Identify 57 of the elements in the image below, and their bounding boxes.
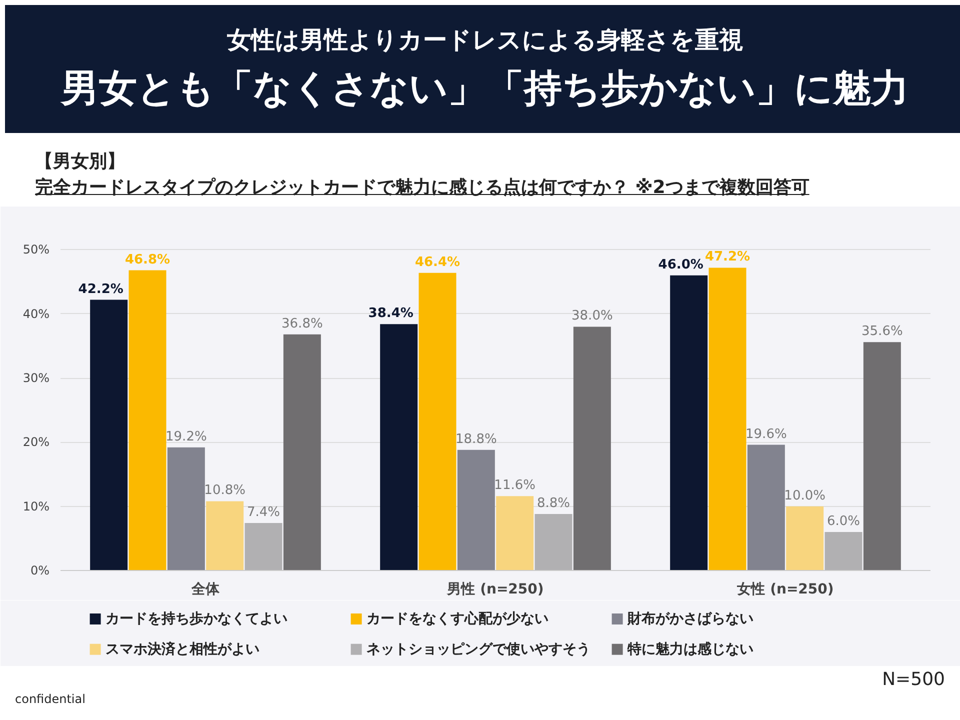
data-label: 35.6% xyxy=(862,324,903,340)
bar xyxy=(128,270,166,570)
bar xyxy=(824,532,862,570)
chart-title: 男女とも「なくさない」「持ち歩かない」に魅力 xyxy=(59,65,910,112)
bar xyxy=(496,496,534,570)
text: 完全カードレスタイプのクレジットカードで魅力に感じる点は何ですか？ ※2つまで複数回答可 xyxy=(35,176,810,200)
bar xyxy=(380,324,418,570)
data-label: 18.8% xyxy=(456,432,497,447)
y-tick-label: 10% xyxy=(22,499,50,514)
data-label: 8.8% xyxy=(536,496,570,512)
data-label: 6.0% xyxy=(826,514,860,530)
legend-label: カードをなくす心配が少ない xyxy=(366,610,548,627)
data-label: 47.2% xyxy=(704,250,750,265)
legend-label: 特に魅力は感じない xyxy=(626,641,754,658)
data-label: 46.8% xyxy=(124,252,170,268)
bar xyxy=(418,272,456,570)
bar xyxy=(457,450,495,570)
data-label: 10.8% xyxy=(204,483,246,498)
data-label: 38.4% xyxy=(368,306,414,322)
bar xyxy=(573,326,611,570)
y-tick-label: 30% xyxy=(22,371,50,386)
y-tick-label: 40% xyxy=(22,306,50,321)
bar xyxy=(708,268,746,570)
data-label: 46.4% xyxy=(414,254,460,270)
bar xyxy=(863,342,901,570)
text: N=500 xyxy=(882,668,945,692)
data-label: 42.2% xyxy=(78,282,124,297)
bar xyxy=(206,501,244,570)
bar xyxy=(534,514,572,570)
data-label: 10.0% xyxy=(784,488,826,504)
bar xyxy=(283,334,321,570)
y-tick-label: 50% xyxy=(22,242,50,257)
data-label: 11.6% xyxy=(494,478,536,494)
y-tick-label: 20% xyxy=(22,435,50,450)
bar xyxy=(747,444,785,570)
bar xyxy=(90,300,128,570)
x-tick-label: 女性 (n=250) xyxy=(736,582,834,598)
data-label: 36.8% xyxy=(282,316,323,332)
data-label: 46.0% xyxy=(658,257,704,272)
chart-subtitle: 女性は男性よりカードレスによる身軽さを重視 xyxy=(226,25,744,56)
data-label: 19.2% xyxy=(166,429,207,444)
data-label: 38.0% xyxy=(572,308,613,324)
legend-label: 財布がかさばらない xyxy=(626,610,754,627)
data-label: 19.6% xyxy=(746,426,787,442)
bar xyxy=(670,275,708,570)
bar xyxy=(786,506,824,570)
text: 【男女別】 xyxy=(35,150,126,174)
x-tick-label: 男性 (n=250) xyxy=(446,582,544,598)
data-label: 7.4% xyxy=(246,505,280,520)
legend-label: スマホ決済と相性がよい xyxy=(105,640,260,658)
y-tick-label: 0% xyxy=(30,564,50,578)
bar xyxy=(244,523,282,570)
bar xyxy=(167,447,205,570)
x-tick-label: 全体 xyxy=(190,582,220,598)
legend-label: カードを持ち歩かなくてよい xyxy=(105,610,288,627)
text: confidential xyxy=(15,691,86,708)
legend-label: ネットショッピングで使いやすそう xyxy=(366,641,590,658)
